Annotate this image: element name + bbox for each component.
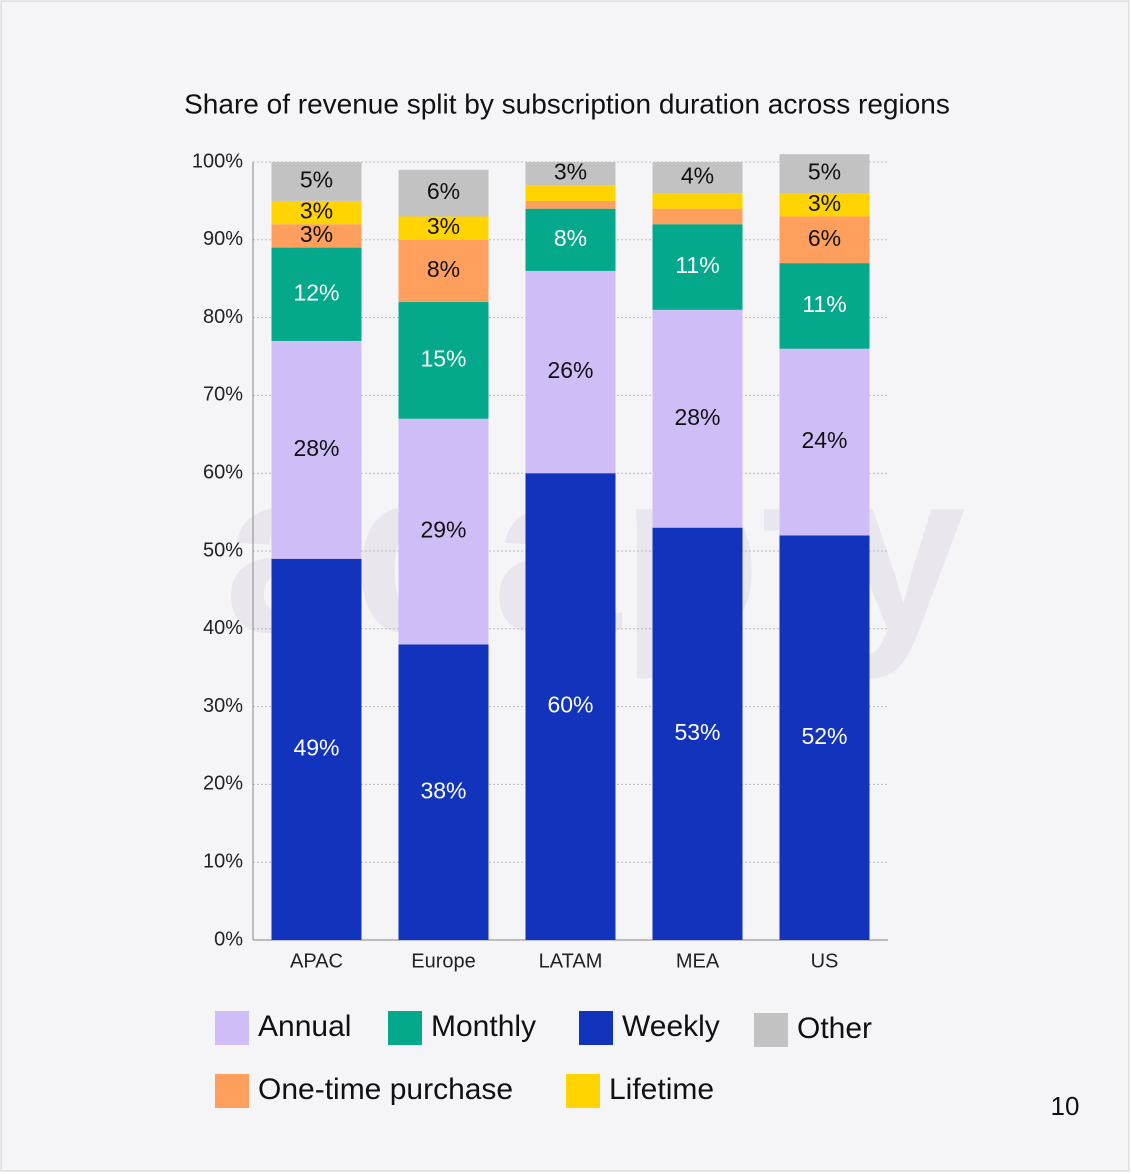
x-tick-label: MEA <box>676 950 720 972</box>
data-label: 38% <box>420 777 466 803</box>
legend-label: One-time purchase <box>258 1073 513 1106</box>
data-label: 5% <box>300 167 333 193</box>
bar-segment <box>779 535 870 940</box>
data-label: 12% <box>293 279 339 305</box>
bar-segment <box>525 473 616 940</box>
y-tick-label: 0% <box>214 928 243 950</box>
legend-label: Weekly <box>622 1010 720 1043</box>
legend-swatch <box>754 1013 788 1047</box>
bar-segment <box>398 302 489 419</box>
bar-segment <box>779 193 870 217</box>
legend-label: Lifetime <box>609 1073 714 1106</box>
x-tick-label: APAC <box>290 950 343 972</box>
data-label: 60% <box>547 692 593 718</box>
bar-segment <box>779 216 870 264</box>
data-label: 11% <box>675 252 719 278</box>
legend-swatch <box>566 1074 600 1108</box>
y-tick-label: 90% <box>203 228 243 250</box>
bar-segment <box>652 309 743 528</box>
bar-segment <box>652 208 743 225</box>
bar-segment <box>652 193 743 209</box>
y-tick-label: 80% <box>203 306 243 328</box>
data-label: 6% <box>808 225 841 251</box>
data-label: 3% <box>554 159 587 185</box>
y-tick-label: 60% <box>203 461 243 483</box>
y-tick-label: 50% <box>203 539 243 561</box>
chart-title: Share of revenue split by subscription d… <box>184 88 950 119</box>
data-label: 5% <box>808 159 841 185</box>
data-label: 28% <box>293 435 339 461</box>
data-label: 3% <box>427 213 460 239</box>
bar-segment <box>779 348 870 536</box>
data-label: 15% <box>420 345 466 371</box>
bar-segment <box>398 169 489 217</box>
x-tick-label: US <box>811 950 839 972</box>
y-tick-label: 70% <box>203 384 243 406</box>
bar-segment <box>779 263 870 349</box>
bar-segment <box>271 200 362 225</box>
legend-label: Annual <box>258 1010 351 1043</box>
bar-segment <box>525 185 616 201</box>
legend-swatch <box>215 1011 249 1045</box>
data-label: 49% <box>293 734 339 760</box>
data-label: 3% <box>300 198 333 224</box>
data-label: 26% <box>547 357 593 383</box>
y-tick-label: 100% <box>192 150 243 172</box>
bar-segment <box>271 247 362 341</box>
bar-segment <box>525 270 616 474</box>
bar-segment <box>652 162 743 194</box>
bar-segment <box>271 162 362 201</box>
legend-label: Monthly <box>431 1010 536 1043</box>
legend-label: Other <box>797 1012 872 1045</box>
data-label: 8% <box>427 256 460 282</box>
data-label: 11% <box>802 291 846 317</box>
data-label: 6% <box>427 178 460 204</box>
bar-segment <box>525 162 616 186</box>
x-tick-label: Europe <box>411 950 476 972</box>
bar-segment <box>652 527 743 940</box>
bar-segment <box>271 224 362 248</box>
y-tick-label: 20% <box>203 773 243 795</box>
legend-swatch <box>388 1011 422 1045</box>
data-label: 3% <box>808 190 841 216</box>
legend-swatch <box>215 1074 249 1108</box>
data-label: 3% <box>300 221 333 247</box>
data-label: 24% <box>801 427 847 453</box>
y-tick-label: 30% <box>203 695 243 717</box>
legend-swatch <box>579 1011 613 1045</box>
data-label: 53% <box>674 719 720 745</box>
bar-segment <box>525 208 616 271</box>
data-label: 8% <box>554 225 587 251</box>
data-label: 28% <box>674 404 720 430</box>
page-number: 10 <box>1051 1091 1080 1121</box>
bar-segment <box>271 340 362 559</box>
data-label: 4% <box>681 163 714 189</box>
bar-segment <box>779 154 870 194</box>
bar-segment <box>525 200 616 209</box>
bar-segment <box>398 418 489 645</box>
data-label: 52% <box>801 723 847 749</box>
bar-segment <box>398 216 489 240</box>
data-label: 29% <box>420 517 466 543</box>
x-tick-label: LATAM <box>539 950 603 972</box>
bar-segment <box>271 558 362 940</box>
y-tick-label: 40% <box>203 617 243 639</box>
y-tick-label: 10% <box>203 850 243 872</box>
bar-segment <box>398 644 489 940</box>
bar-segment <box>652 224 743 310</box>
bar-segment <box>398 239 489 303</box>
